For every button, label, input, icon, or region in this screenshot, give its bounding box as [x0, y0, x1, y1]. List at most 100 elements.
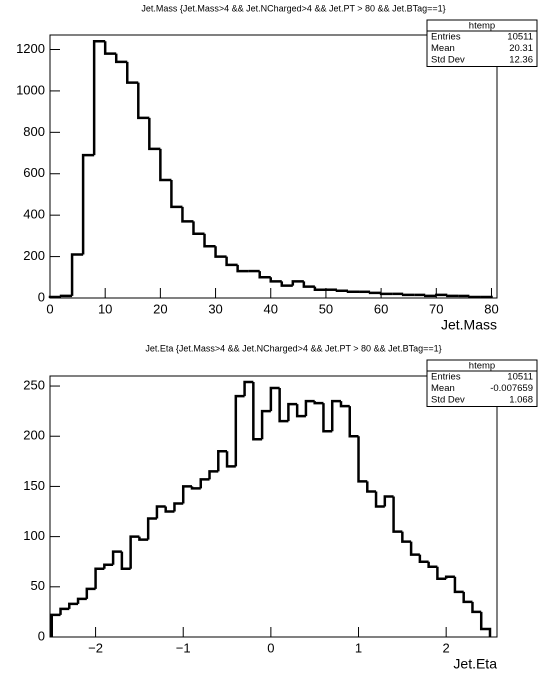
histogram-bin [379, 292, 393, 296]
stats-box [426, 19, 538, 67]
histogram-bin [330, 399, 341, 432]
histogram-bin [374, 491, 385, 508]
histogram-bin [199, 478, 210, 489]
y-tick-label: 1200 [16, 41, 45, 56]
y-tick-label: 800 [23, 124, 45, 139]
histogram-bin [480, 295, 493, 299]
x-tick-label: −1 [176, 640, 191, 655]
histogram-bin [468, 295, 481, 299]
histogram-bin [322, 403, 333, 433]
histogram-bin [278, 388, 289, 423]
histogram-bin [479, 611, 492, 637]
stats-value: 20.31 [509, 43, 533, 54]
histogram-bin [50, 613, 61, 637]
histogram-panel: Jet.Mass {Jet.Mass>4 && Jet.NCharged>4 &… [16, 3, 538, 333]
stats-label: Mean [431, 383, 455, 394]
y-tick-label: 100 [23, 528, 45, 543]
stats-label: Std Dev [431, 395, 465, 406]
histogram-bin [335, 289, 348, 293]
chart-title: Jet.Eta {Jet.Mass>4 && Jet.NCharged>4 &&… [145, 343, 441, 353]
histogram-bin [236, 264, 249, 273]
histogram-bin [243, 380, 254, 397]
histogram-bin [401, 531, 412, 543]
stats-value: -0.007659 [490, 383, 533, 394]
histogram-bin [357, 436, 368, 483]
x-tick-label: 0 [267, 640, 274, 655]
y-tick-label: 0 [38, 628, 45, 643]
histogram-bin [148, 117, 161, 151]
x-axis-label: Jet.Eta [453, 656, 497, 672]
stats-label: Mean [431, 43, 455, 54]
histogram-bin [453, 576, 464, 594]
plot-frame [49, 375, 498, 638]
histogram-bin [418, 554, 429, 563]
histogram-bin [471, 601, 482, 614]
histogram-bin [435, 293, 448, 297]
histogram-bin [59, 294, 73, 298]
histogram-bin [111, 550, 122, 565]
histogram-bin [85, 587, 96, 599]
histogram-bin [217, 450, 228, 472]
x-axis-label: Jet.Mass [441, 317, 497, 333]
histogram-bin [181, 206, 194, 223]
histogram-bin [383, 495, 394, 507]
histogram-bin [424, 294, 437, 298]
x-tick-label: 10 [98, 301, 112, 316]
histogram-bin [103, 563, 114, 569]
y-tick-label: 1000 [16, 82, 45, 97]
y-tick-label: 0 [38, 289, 45, 304]
histogram-bin [392, 496, 403, 533]
y-tick-label: 150 [23, 478, 45, 493]
histogram-bin [192, 221, 205, 236]
histogram-bin [346, 290, 360, 294]
x-tick-label: 1 [355, 640, 362, 655]
histogram-bin [103, 41, 117, 55]
stats-label: Entries [431, 372, 461, 383]
stats-value: 12.36 [509, 55, 533, 66]
histogram-bin [126, 61, 139, 84]
histogram-bin [258, 271, 271, 279]
histogram-bin [138, 536, 149, 541]
histogram-bin [280, 281, 293, 287]
histogram-bin [304, 399, 315, 417]
histogram-bin [173, 502, 184, 512]
y-tick-label: 200 [23, 428, 45, 443]
histogram-bin [81, 153, 95, 255]
x-tick-label: 60 [374, 301, 388, 316]
histogram-bin [427, 561, 438, 568]
histogram-bin [291, 280, 304, 286]
x-tick-label: 20 [153, 301, 167, 316]
y-tick-label: 250 [23, 377, 45, 392]
histogram-bin [214, 246, 227, 258]
histogram-bin [203, 233, 216, 248]
histogram-bin [401, 293, 415, 297]
histogram-bin [59, 607, 70, 615]
histogram-bin [252, 382, 263, 441]
histogram-bin [234, 394, 245, 467]
x-tick-label: 50 [319, 301, 333, 316]
histogram-bin [269, 277, 282, 283]
stats-box [426, 359, 538, 407]
stats-label: Std Dev [431, 55, 465, 66]
x-tick-label: 80 [484, 301, 498, 316]
histogram-bin [114, 53, 128, 64]
stats-value: 1.068 [509, 395, 533, 406]
histogram-bin [225, 256, 238, 267]
histogram-bin [76, 597, 87, 604]
y-tick-label: 200 [23, 248, 45, 263]
histogram-bin [446, 294, 459, 298]
y-tick-label: 600 [23, 165, 45, 180]
histogram-bin [159, 148, 172, 182]
histogram-panel: Jet.Eta {Jet.Mass>4 && Jet.NCharged>4 &&… [23, 343, 538, 672]
histogram-bin [155, 505, 166, 519]
histogram-bin [302, 281, 315, 288]
histogram-bin [225, 451, 236, 468]
histogram-bin [181, 485, 192, 504]
x-tick-label: 70 [429, 301, 443, 316]
histogram-bin [348, 406, 359, 438]
histogram-bin [137, 82, 150, 120]
histogram-bin [444, 575, 455, 579]
stats-title: htemp [469, 21, 495, 32]
x-tick-label: 2 [443, 640, 450, 655]
